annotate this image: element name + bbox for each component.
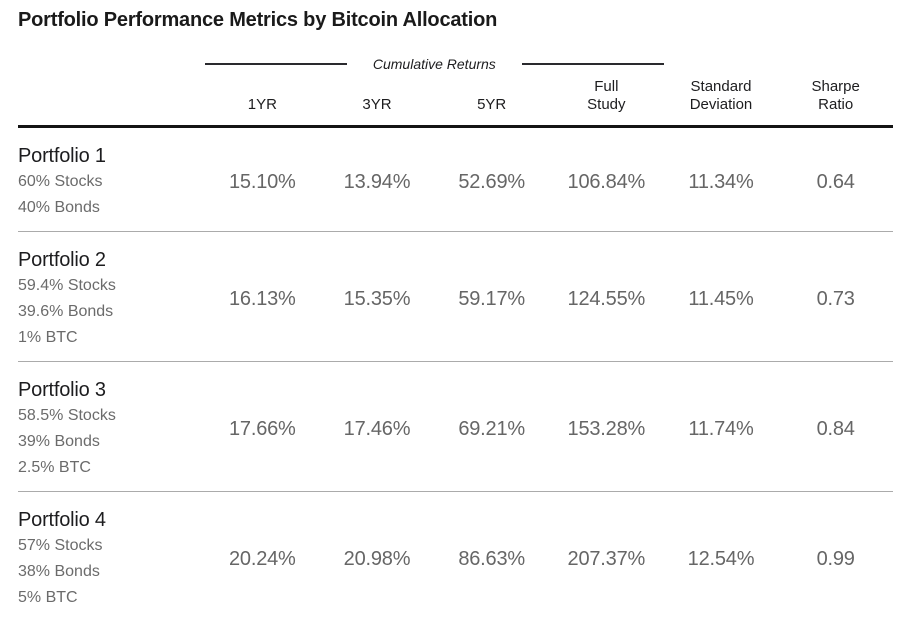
cumulative-returns-label: Cumulative Returns bbox=[372, 56, 496, 72]
portfolio-allocation: 57% Stocks 38% Bonds 5% BTC bbox=[18, 537, 103, 606]
metric-value-3yr: 15.35% bbox=[343, 287, 411, 310]
metric-value-5yr: 86.63% bbox=[458, 547, 525, 570]
metrics-table: Cumulative Returns 1YR 3YR 5YR Full Stud… bbox=[18, 56, 893, 619]
column-header-row: 1YR 3YR 5YR Full Study Standard Deviatio… bbox=[18, 78, 893, 128]
metric-value-sharpe-ratio: 0.84 bbox=[816, 417, 855, 440]
metric-value-1yr: 17.66% bbox=[229, 417, 296, 440]
metric-value-1yr: 15.10% bbox=[229, 170, 296, 193]
metric-value-sharpe-ratio: 0.73 bbox=[816, 287, 855, 310]
table-row-portfolio-4: Portfolio 4 57% Stocks 38% Bonds 5% BTC … bbox=[18, 492, 893, 619]
portfolio-allocation: 60% Stocks 40% Bonds bbox=[18, 173, 103, 216]
portfolio-name: Portfolio 3 bbox=[18, 379, 106, 401]
metric-value-standard-deviation: 11.34% bbox=[688, 170, 754, 193]
portfolio-allocation: 58.5% Stocks 39% Bonds 2.5% BTC bbox=[18, 407, 116, 476]
page-title: Portfolio Performance Metrics by Bitcoin… bbox=[18, 9, 498, 31]
col-header-3yr: 3YR bbox=[362, 96, 392, 113]
metric-value-standard-deviation: 12.54% bbox=[687, 547, 755, 570]
group-rule-left bbox=[205, 63, 347, 65]
table-row-portfolio-1: Portfolio 1 60% Stocks 40% Bonds 15.10% … bbox=[18, 128, 893, 232]
col-header-full-study: Full Study bbox=[587, 78, 626, 113]
col-header-5yr: 5YR bbox=[477, 96, 507, 113]
cumulative-returns-group: Cumulative Returns bbox=[205, 56, 664, 72]
metric-value-sharpe-ratio: 0.64 bbox=[816, 170, 855, 193]
portfolio-name: Portfolio 1 bbox=[18, 145, 106, 167]
metric-value-standard-deviation: 11.74% bbox=[688, 417, 754, 440]
col-header-standard-deviation: Standard Deviation bbox=[689, 78, 753, 113]
metric-value-3yr: 17.46% bbox=[343, 417, 411, 440]
table-row-portfolio-3: Portfolio 3 58.5% Stocks 39% Bonds 2.5% … bbox=[18, 362, 893, 492]
metric-value-1yr: 16.13% bbox=[229, 287, 296, 310]
portfolio-label-cell: Portfolio 1 60% Stocks 40% Bonds bbox=[18, 143, 205, 221]
metric-value-3yr: 13.94% bbox=[343, 170, 411, 193]
portfolio-label-cell: Portfolio 4 57% Stocks 38% Bonds 5% BTC bbox=[18, 507, 205, 611]
portfolio-allocation: 59.4% Stocks 39.6% Bonds 1% BTC bbox=[18, 277, 116, 346]
portfolio-name: Portfolio 2 bbox=[18, 249, 106, 271]
metric-value-standard-deviation: 11.45% bbox=[688, 287, 754, 310]
portfolio-label-cell: Portfolio 2 59.4% Stocks 39.6% Bonds 1% … bbox=[18, 247, 205, 351]
portfolio-label-cell: Portfolio 3 58.5% Stocks 39% Bonds 2.5% … bbox=[18, 377, 205, 481]
metric-value-5yr: 52.69% bbox=[458, 170, 525, 193]
metric-value-5yr: 69.21% bbox=[458, 417, 525, 440]
group-header-row: Cumulative Returns bbox=[18, 56, 893, 72]
metric-value-full-study: 106.84% bbox=[567, 170, 646, 193]
group-rule-right bbox=[521, 63, 664, 65]
metric-value-full-study: 153.28% bbox=[567, 417, 646, 440]
metric-value-sharpe-ratio: 0.99 bbox=[816, 547, 855, 570]
table-row-portfolio-2: Portfolio 2 59.4% Stocks 39.6% Bonds 1% … bbox=[18, 232, 893, 362]
metric-value-full-study: 207.37% bbox=[567, 547, 646, 570]
col-header-sharpe-ratio: Sharpe Ratio bbox=[811, 78, 860, 113]
metric-value-3yr: 20.98% bbox=[343, 547, 411, 570]
metric-value-5yr: 59.17% bbox=[458, 287, 525, 310]
metric-value-1yr: 20.24% bbox=[229, 547, 296, 570]
portfolio-name: Portfolio 4 bbox=[18, 509, 106, 531]
metric-value-full-study: 124.55% bbox=[567, 287, 646, 310]
col-header-1yr: 1YR bbox=[247, 96, 277, 113]
